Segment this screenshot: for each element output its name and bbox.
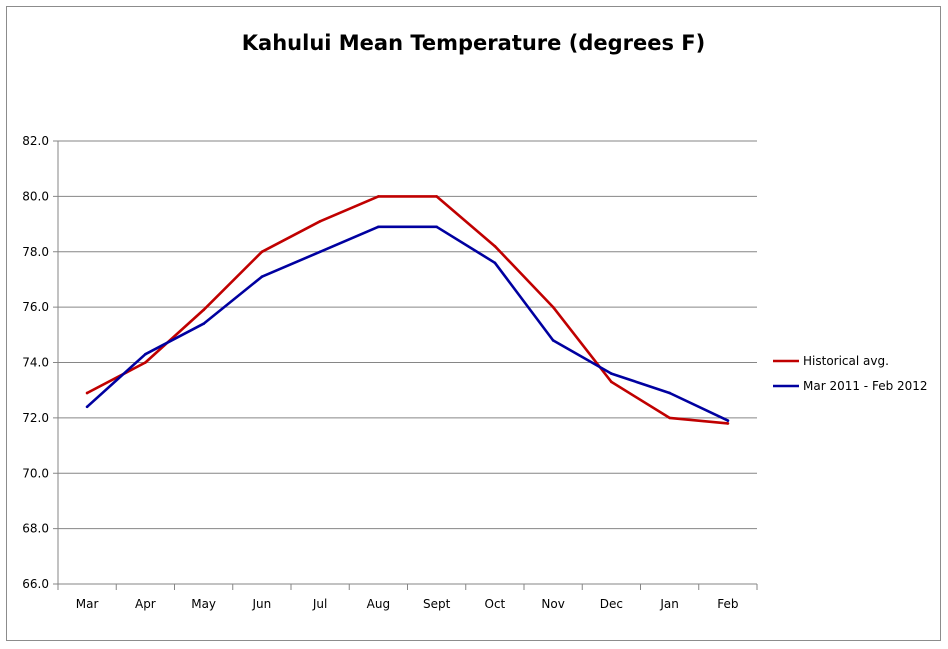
x-tick-label-aug: Aug — [367, 597, 390, 611]
series-0-point-jul — [318, 219, 322, 223]
x-tick-label-jul: Jul — [312, 597, 327, 611]
line-chart: 66.0 68.0 70.0 72.0 74.0 76.0 78.0 80.0 82.0 Mar A… — [22, 134, 928, 611]
series-0-point-mar — [85, 391, 89, 395]
series-0-point-may — [202, 308, 205, 312]
series-1-point-apr — [144, 352, 147, 356]
y-tick-label-1: 68.0 — [22, 522, 49, 536]
series-1-point-may — [202, 322, 205, 326]
legend: Historical avg. Mar 2011 - Feb 2012 — [773, 354, 928, 393]
series-0-point-apr — [144, 361, 147, 364]
chart-frame: Kahului Mean Temperature (degrees F) 66.… — [6, 6, 941, 641]
series-lines — [85, 195, 730, 425]
series-line-1 — [85, 225, 730, 422]
x-tick-label-sept: Sept — [423, 597, 451, 611]
legend-label-1: Mar 2011 - Feb 2012 — [803, 379, 928, 393]
y-tick-label-0: 66.0 — [22, 577, 49, 591]
legend-label-0: Historical avg. — [803, 354, 889, 368]
x-tick-label-jan: Jan — [659, 597, 679, 611]
chart-title: Kahului Mean Temperature (degrees F) — [241, 31, 706, 55]
series-0-point-feb — [726, 422, 730, 425]
series-1-point-nov — [551, 339, 555, 342]
gridlines — [58, 140, 757, 585]
y-tick-label-2: 70.0 — [22, 466, 49, 480]
x-tick-label-jun: Jun — [252, 597, 272, 611]
series-line-0 — [85, 195, 730, 425]
series-0-point-jan — [668, 416, 671, 420]
x-tick-label-may: May — [191, 597, 216, 611]
series-1-point-oct — [493, 261, 497, 265]
x-tick-label-dec: Dec — [600, 597, 623, 611]
y-tick-label-5: 76.0 — [22, 300, 49, 314]
x-tick-label-feb: Feb — [717, 597, 738, 611]
series-0-point-jun — [260, 250, 264, 254]
y-tick-label-6: 78.0 — [22, 245, 49, 259]
x-tick-label-nov: Nov — [541, 597, 564, 611]
x-tick-label-mar: Mar — [76, 597, 99, 611]
series-1-point-jul — [318, 250, 322, 254]
series-1-point-jun — [260, 275, 264, 278]
x-tick-label-oct: Oct — [485, 597, 506, 611]
series-1-point-mar — [85, 405, 89, 409]
series-0-point-oct — [493, 244, 497, 248]
series-0-point-sept — [435, 195, 438, 198]
y-tick-label-4: 74.0 — [22, 356, 49, 370]
series-1-point-feb — [726, 419, 730, 422]
series-1-point-aug — [377, 225, 380, 229]
series-0-point-aug — [377, 195, 380, 198]
series-1-point-jan — [668, 391, 671, 395]
y-tick-label-7: 80.0 — [22, 189, 49, 203]
y-tick-label-8: 82.0 — [22, 134, 49, 148]
y-tick-label-3: 72.0 — [22, 411, 49, 425]
series-0-point-dec — [610, 380, 613, 384]
series-0-point-nov — [551, 305, 555, 309]
series-1-point-dec — [610, 372, 613, 375]
series-1-point-sept — [435, 225, 438, 229]
axes: 66.0 68.0 70.0 72.0 74.0 76.0 78.0 80.0 82.0 Mar A… — [22, 134, 758, 611]
x-tick-label-apr: Apr — [135, 597, 156, 611]
